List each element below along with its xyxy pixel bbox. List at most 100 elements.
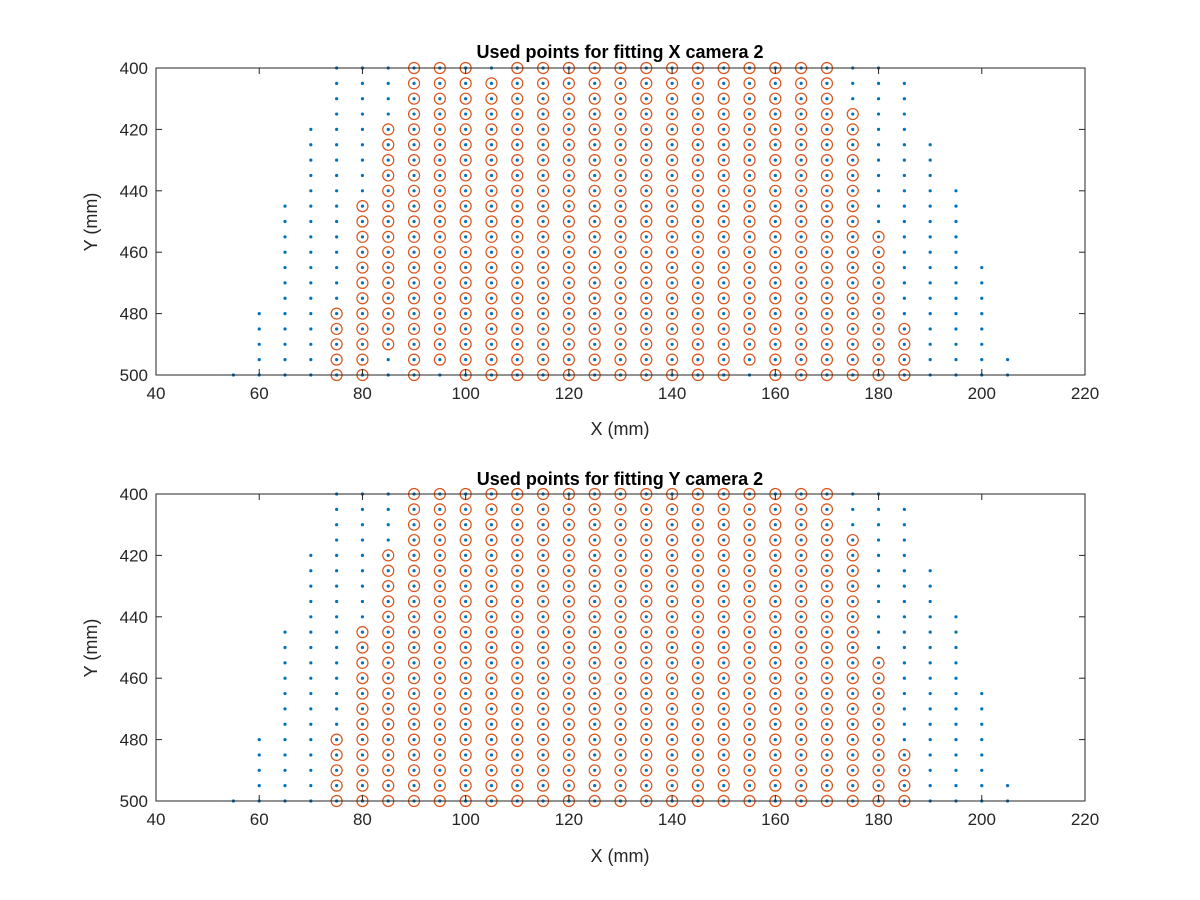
used-point-marker <box>640 533 653 547</box>
data-point <box>799 143 803 147</box>
used-point-marker <box>769 123 782 136</box>
data-point <box>309 784 313 788</box>
data-point <box>567 599 571 604</box>
used-point-marker <box>743 200 756 213</box>
data-point <box>722 707 726 711</box>
used-point-marker <box>666 307 679 320</box>
data-point <box>335 615 339 619</box>
data-point <box>928 342 932 346</box>
data-point <box>722 219 726 224</box>
used-point-marker <box>356 246 369 259</box>
used-point-marker <box>536 533 550 547</box>
used-point-marker <box>872 748 885 762</box>
data-point <box>386 127 390 131</box>
used-point-marker <box>433 246 446 259</box>
data-point <box>747 691 752 696</box>
data-point <box>464 204 468 208</box>
used-point-marker <box>485 779 498 792</box>
data-point <box>360 707 365 711</box>
used-point-marker <box>536 338 550 351</box>
used-point-marker <box>614 92 627 105</box>
data-point <box>567 250 571 254</box>
used-point-marker <box>511 77 524 90</box>
used-point-marker <box>640 579 653 593</box>
used-point-marker <box>717 230 730 243</box>
used-point-marker <box>640 200 653 213</box>
used-point-marker <box>614 107 627 121</box>
x-tick-label: 60 <box>250 810 269 829</box>
data-point <box>515 81 519 85</box>
data-point <box>438 707 442 711</box>
data-point <box>541 722 545 726</box>
data-point <box>360 265 365 270</box>
used-point-marker <box>820 702 834 716</box>
used-point-marker <box>511 261 524 274</box>
data-point <box>464 219 468 224</box>
data-point <box>980 784 984 788</box>
used-point-marker <box>743 702 756 716</box>
used-point-marker <box>717 261 730 274</box>
used-point-marker <box>382 261 395 274</box>
used-point-marker <box>407 579 421 593</box>
data-point <box>283 645 287 650</box>
data-point <box>541 768 545 772</box>
data-point <box>902 507 906 511</box>
data-point <box>309 630 313 634</box>
data-point <box>618 143 623 147</box>
data-point <box>670 204 674 208</box>
data-point <box>747 189 752 193</box>
used-point-marker <box>769 733 782 746</box>
data-point <box>696 127 700 131</box>
data-point <box>696 707 700 711</box>
data-point <box>773 112 777 116</box>
used-point-marker <box>820 672 834 685</box>
data-point <box>438 722 442 726</box>
data-point <box>515 143 519 147</box>
used-point-marker <box>820 518 834 531</box>
data-point <box>670 584 674 588</box>
data-point <box>902 538 906 542</box>
data-point <box>696 235 700 239</box>
used-point-marker <box>820 533 834 547</box>
data-point <box>928 691 932 696</box>
used-point-marker <box>743 276 756 289</box>
data-point <box>928 630 932 634</box>
used-point-marker <box>382 215 395 228</box>
data-point <box>644 676 648 680</box>
used-point-marker <box>820 92 834 105</box>
data-point <box>464 250 468 254</box>
used-point-marker <box>588 184 601 197</box>
data-point <box>747 553 752 558</box>
data-point <box>438 507 442 511</box>
used-point-marker <box>459 610 472 623</box>
used-point-marker <box>614 718 627 731</box>
data-point <box>876 296 881 300</box>
used-point-marker <box>614 610 627 623</box>
data-point <box>618 630 623 634</box>
used-point-marker <box>691 200 705 213</box>
data-point <box>696 81 700 85</box>
used-point-marker <box>846 595 859 608</box>
data-point <box>747 738 752 742</box>
y-tick-label: 400 <box>120 485 148 504</box>
used-point-marker <box>691 702 705 716</box>
data-point <box>644 507 648 511</box>
data-point <box>464 630 468 634</box>
data-point <box>928 250 932 254</box>
data-point <box>954 753 958 757</box>
used-point-marker <box>743 564 756 577</box>
data-point <box>412 265 416 270</box>
data-point <box>335 189 339 193</box>
used-point-marker <box>743 518 756 531</box>
used-point-marker <box>717 276 730 289</box>
used-point-marker <box>795 779 808 792</box>
data-point <box>412 630 416 634</box>
data-point <box>902 81 906 85</box>
used-point-marker <box>511 718 524 731</box>
data-point <box>412 661 416 665</box>
data-point <box>670 173 674 178</box>
data-point <box>489 358 494 362</box>
data-point <box>928 204 932 208</box>
data-point <box>412 784 416 788</box>
data-point <box>567 768 571 772</box>
